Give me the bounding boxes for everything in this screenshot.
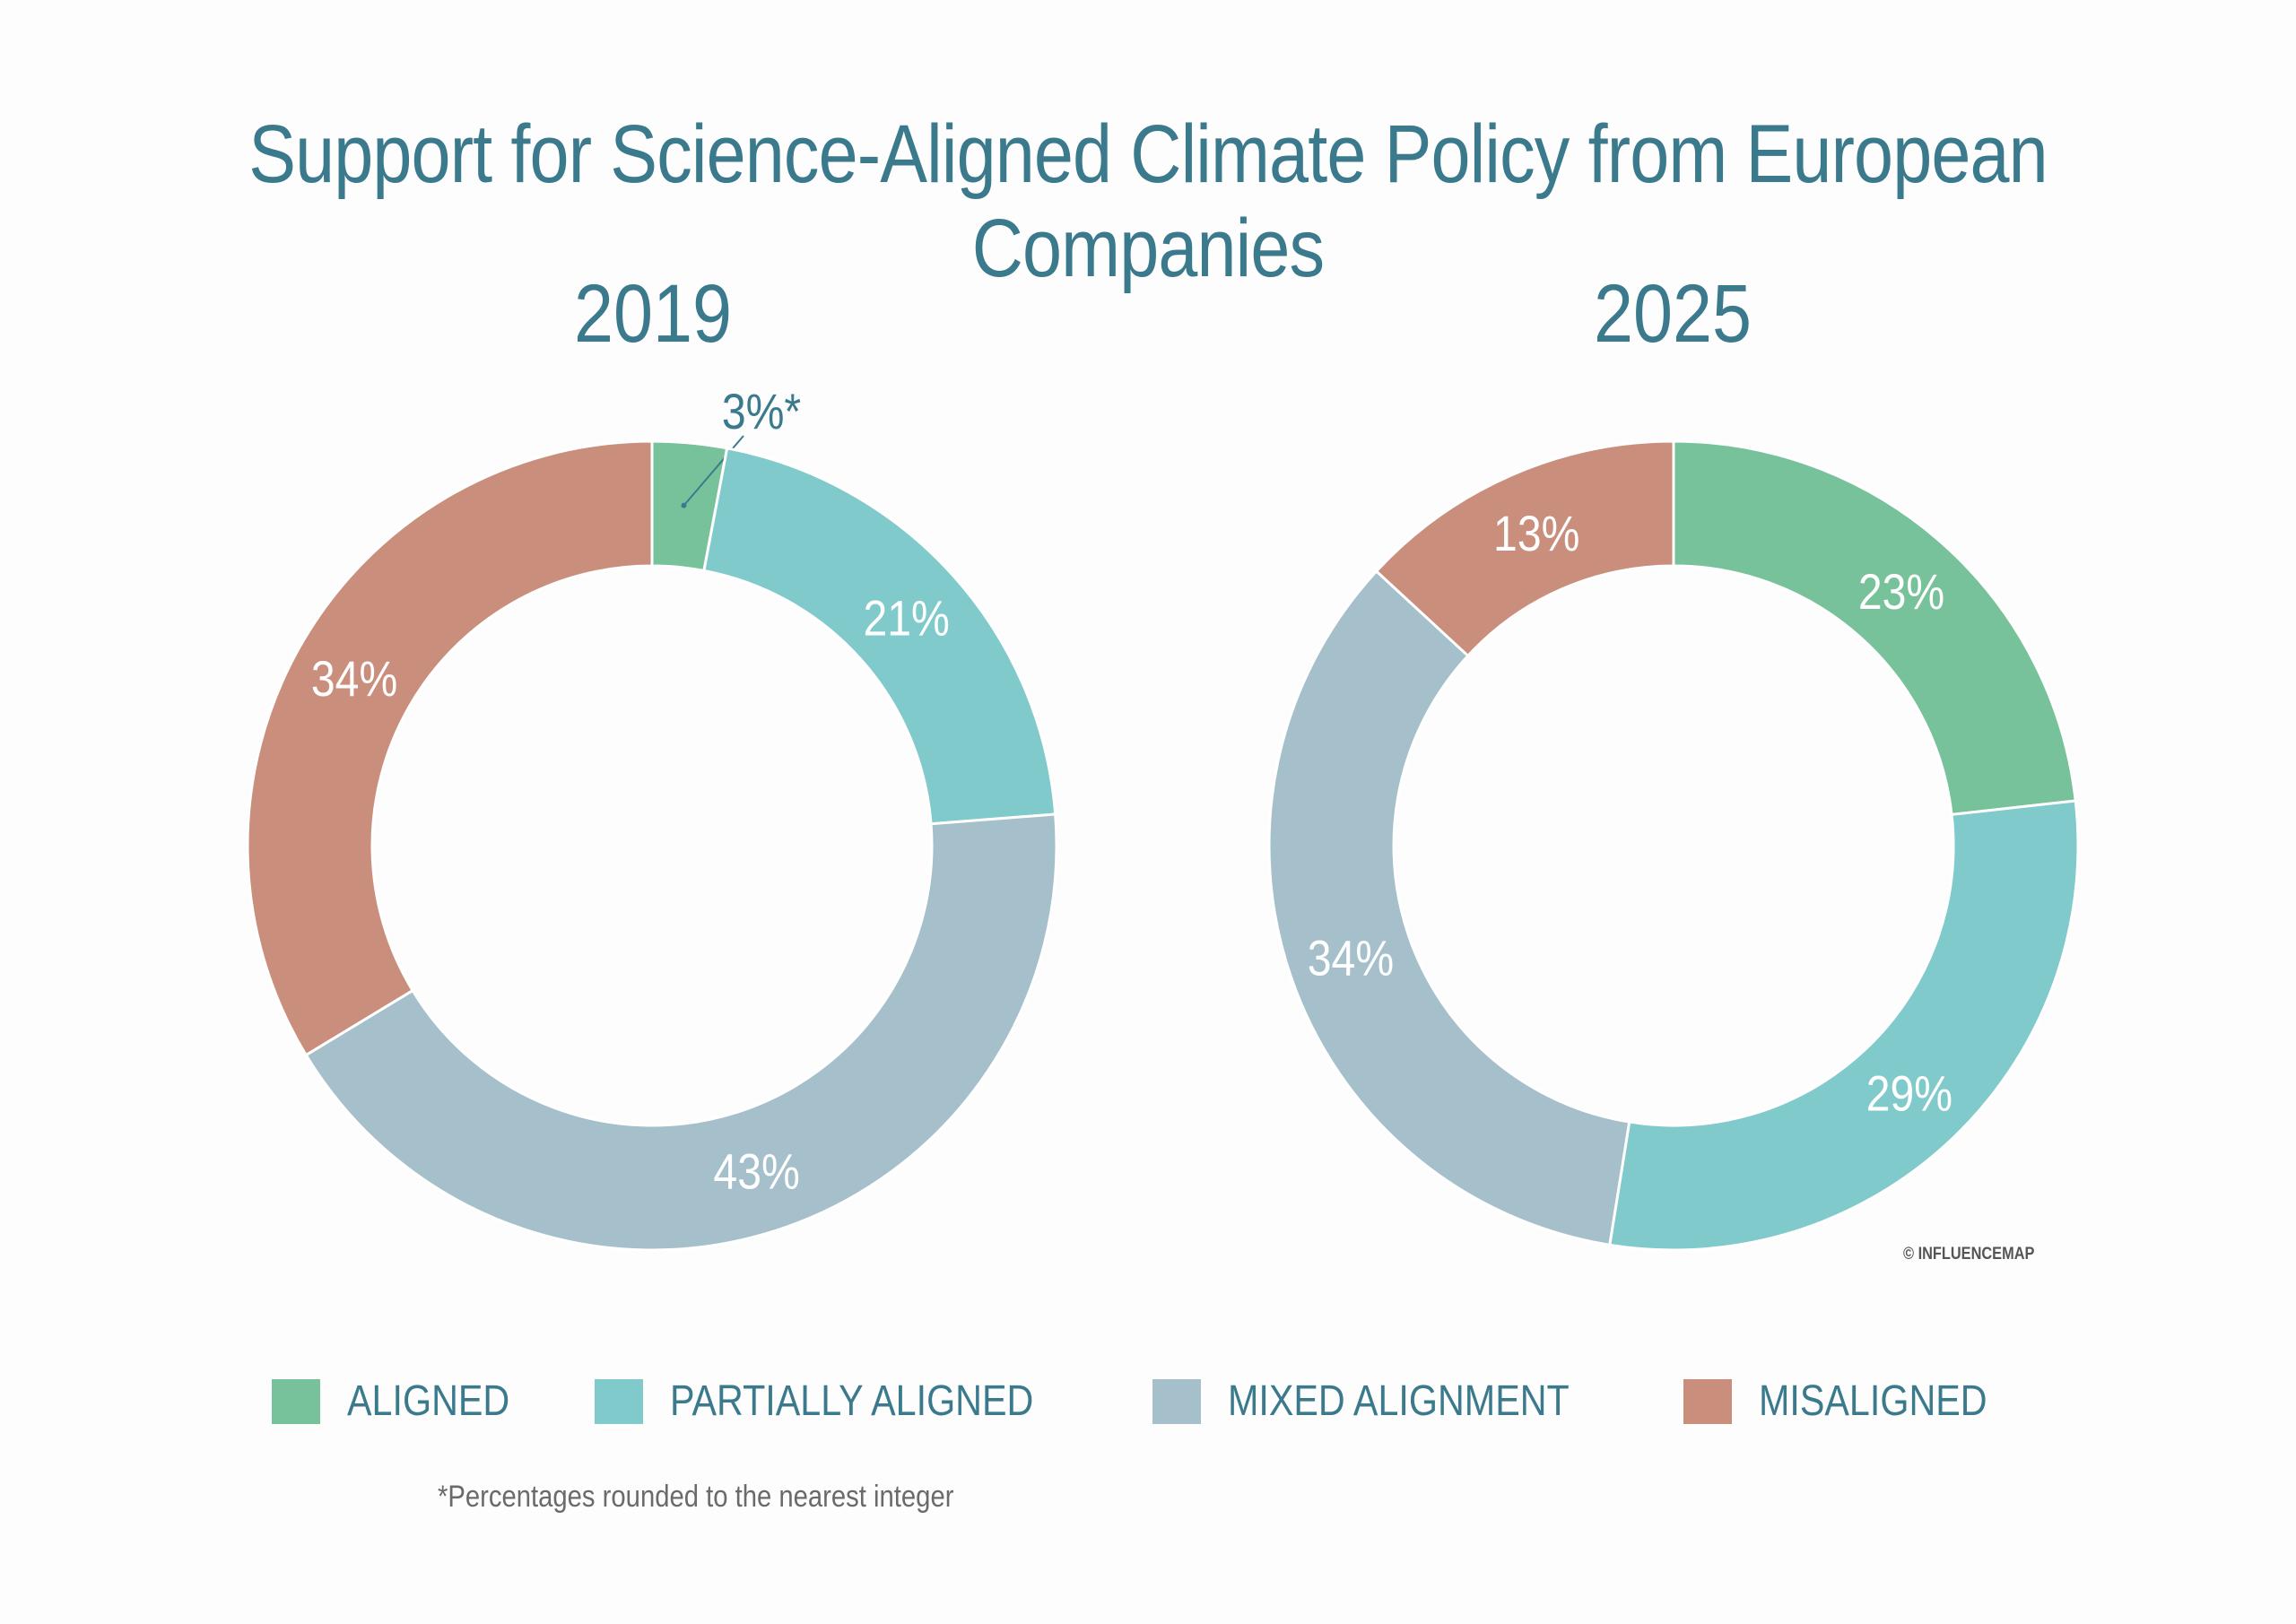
chart-title: Support for Science-Aligned Climate Poli…	[248, 109, 2048, 294]
legend-item-partially-aligned: PARTIALLY ALIGNED	[595, 1376, 1092, 1426]
legend-item-aligned: ALIGNED	[271, 1376, 536, 1426]
legend: ALIGNED PARTIALLY ALIGNED MIXED ALIGNMEN…	[0, 1376, 2296, 1426]
donut-2025-slice-mixed-alignment	[1267, 569, 1631, 1247]
year-label-2019: 2019	[573, 268, 733, 360]
legend-item-mixed-alignment: MIXED ALIGNMENT	[1152, 1376, 1625, 1426]
legend-swatch-mixed-alignment	[1152, 1378, 1201, 1424]
donut-2025-label-partially-aligned: 29%	[1866, 1066, 1952, 1122]
legend-item-misaligned: MISALIGNED	[1683, 1376, 2024, 1426]
legend-swatch-misaligned	[1683, 1378, 1733, 1424]
legend-label-misaligned: MISALIGNED	[1759, 1377, 1987, 1425]
donut-2019-label-mixed-alignment: 43%	[713, 1144, 799, 1200]
donut-2019-leader-line-aligned	[683, 435, 744, 507]
legend-label-partially-aligned: PARTIALLY ALIGNED	[670, 1377, 1034, 1425]
year-label-2025: 2025	[1593, 268, 1752, 360]
legend-label-mixed-alignment: MIXED ALIGNMENT	[1227, 1377, 1570, 1425]
donut-2025-label-aligned: 23%	[1858, 565, 1944, 621]
donut-2025-slice-partially-aligned	[1608, 799, 2080, 1252]
donut-2025-label-misaligned: 13%	[1493, 507, 1579, 562]
footnote: *Percentages rounded to the nearest inte…	[438, 1480, 954, 1514]
legend-label-aligned: ALIGNED	[346, 1377, 509, 1425]
donut-2025-slice-aligned	[1672, 439, 2077, 817]
credit-text: © INFLUENCEMAP	[1903, 1245, 2035, 1264]
donut-2019-label-misaligned: 34%	[311, 652, 397, 708]
donut-2019-slice-partially-aligned	[702, 447, 1057, 826]
donut-2025-label-mixed-alignment: 34%	[1308, 931, 1394, 986]
legend-swatch-aligned	[271, 1378, 320, 1424]
donut-2019-slice-misaligned	[246, 439, 654, 1057]
donut-2019-slice-mixed-alignment	[304, 812, 1058, 1252]
donut-2019-label-aligned: 3%*	[722, 385, 801, 440]
donut-2019-leader-dot-aligned	[681, 502, 687, 508]
donut-2025-slice-misaligned	[1374, 439, 1675, 658]
legend-swatch-partially-aligned	[595, 1378, 644, 1424]
donut-2019-label-partially-aligned: 21%	[863, 591, 949, 647]
